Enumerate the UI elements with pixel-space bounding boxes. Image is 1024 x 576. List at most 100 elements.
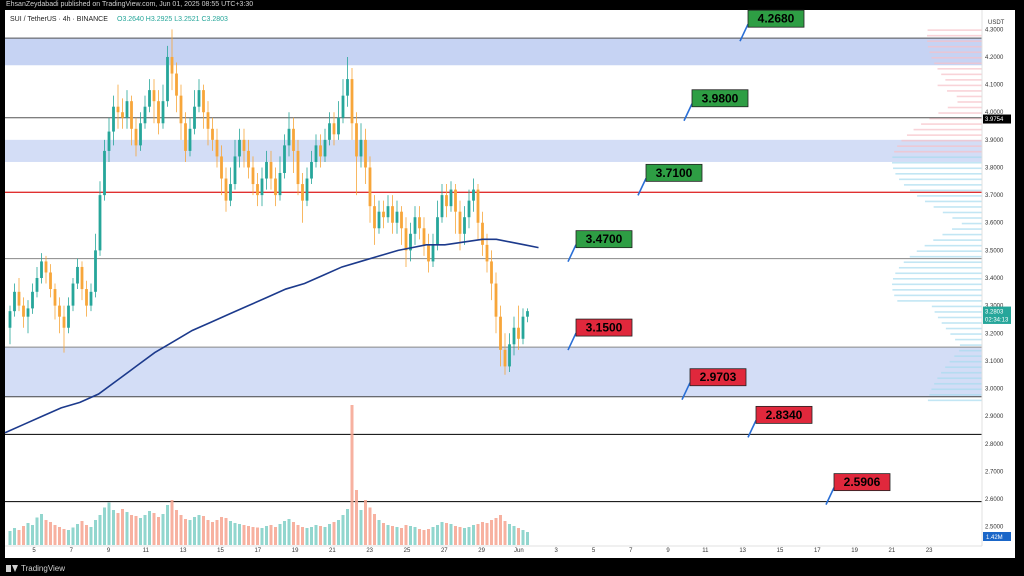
volume-bar	[481, 522, 484, 545]
volume-bar	[242, 525, 246, 545]
candle	[80, 266, 84, 290]
volume-profile-bar	[956, 95, 982, 98]
y-tick-label: 3.1000	[985, 359, 1004, 365]
level-tag-box	[689, 368, 747, 387]
candle	[274, 178, 277, 196]
volume-profile-bar	[952, 228, 982, 230]
volume-profile-bar	[937, 377, 982, 380]
volume-profile-bar	[934, 311, 982, 313]
volume-bar	[8, 531, 12, 545]
candle	[341, 95, 345, 118]
volume-bar	[233, 523, 237, 545]
volume-profile-bar	[913, 128, 982, 131]
candle	[89, 291, 93, 306]
volume-bar	[422, 530, 426, 545]
volume-bar	[499, 515, 502, 545]
volume-profile-bar	[927, 399, 982, 402]
footer-brand-label: TradingView	[21, 564, 66, 573]
x-tick-label: 7	[629, 548, 633, 554]
candle	[328, 123, 331, 140]
volume-bar	[287, 519, 291, 545]
candle	[229, 184, 232, 201]
candle	[206, 112, 210, 129]
candle	[431, 244, 435, 262]
y-tick-label: 3.9000	[985, 138, 1004, 144]
volume-bar	[526, 532, 529, 545]
volume-bar	[332, 522, 336, 545]
candle	[310, 161, 313, 179]
volume-bar	[355, 490, 358, 545]
zone-2	[5, 139, 982, 162]
candle	[130, 101, 133, 129]
y-tick-label: 2.6000	[985, 497, 1004, 503]
level-tag-pointer	[637, 178, 647, 196]
candle	[170, 56, 174, 74]
candle	[278, 173, 282, 196]
volume-profile-bar	[937, 316, 982, 319]
candle	[44, 261, 48, 273]
volume-bar	[274, 527, 277, 545]
candle	[521, 316, 525, 339]
x-tick-label: 19	[292, 548, 299, 554]
volume-profile-bar	[941, 73, 982, 76]
volume-profile-bar	[894, 294, 982, 297]
volume-bar	[247, 526, 250, 545]
candle	[76, 266, 79, 284]
candle	[269, 161, 273, 179]
volume-profile-bar	[945, 327, 982, 330]
candle	[314, 145, 318, 162]
volume-bar	[107, 502, 111, 545]
x-tick-label: 11	[702, 548, 709, 554]
level-tag-box	[691, 89, 749, 108]
volume-bar	[508, 524, 511, 545]
volume-profile-bar	[937, 68, 982, 70]
candle	[481, 222, 484, 245]
candle	[31, 291, 34, 309]
volume-profile-bar	[927, 29, 982, 31]
volume-profile-bar	[934, 62, 982, 65]
volume-bar	[400, 528, 403, 545]
candle	[220, 156, 223, 179]
volume-bar	[490, 520, 493, 545]
x-tick-label: 21	[329, 548, 336, 554]
volume-profile-bar	[934, 382, 982, 385]
level-tag-label: 2.9703	[700, 370, 737, 384]
volume-bar	[103, 507, 106, 545]
volume-profile-bar	[945, 366, 982, 369]
volume-bar	[116, 513, 120, 545]
volume-bar	[373, 514, 376, 545]
volume-profile-bar	[906, 134, 982, 136]
volume-bar	[314, 525, 318, 545]
volume-profile-bar	[938, 112, 982, 114]
candle	[40, 261, 43, 278]
candle	[98, 195, 102, 251]
footer-brand: TradingView	[6, 564, 65, 573]
volume-bar	[359, 510, 363, 545]
x-tick-label: 7	[70, 548, 74, 554]
volume-profile-bar	[957, 101, 982, 103]
y-tick-label: 2.8000	[985, 442, 1004, 448]
symbol-title: SUI / TetherUS · 4h · BINANCE	[10, 16, 108, 23]
x-tick-label: 15	[217, 548, 224, 554]
volume-profile-bar	[929, 117, 982, 120]
price-label-box	[983, 314, 1011, 324]
volume-bar	[278, 524, 282, 545]
volume-bar	[139, 518, 142, 545]
volume-bar	[301, 527, 304, 545]
volume-bar	[161, 514, 165, 545]
volume-bar	[283, 521, 286, 545]
volume-bar	[386, 525, 390, 545]
x-tick-label: 9	[107, 548, 111, 554]
y-tick-label: 4.3000	[985, 27, 1004, 33]
volume-profile-bar	[924, 244, 982, 247]
volume-bar	[364, 500, 367, 545]
candle	[409, 233, 412, 251]
candle	[233, 156, 237, 185]
candle	[139, 123, 142, 146]
volume-bar	[40, 514, 43, 545]
candle	[157, 101, 160, 124]
candle	[148, 90, 151, 107]
candle	[292, 128, 295, 151]
volume-bar	[67, 530, 70, 545]
